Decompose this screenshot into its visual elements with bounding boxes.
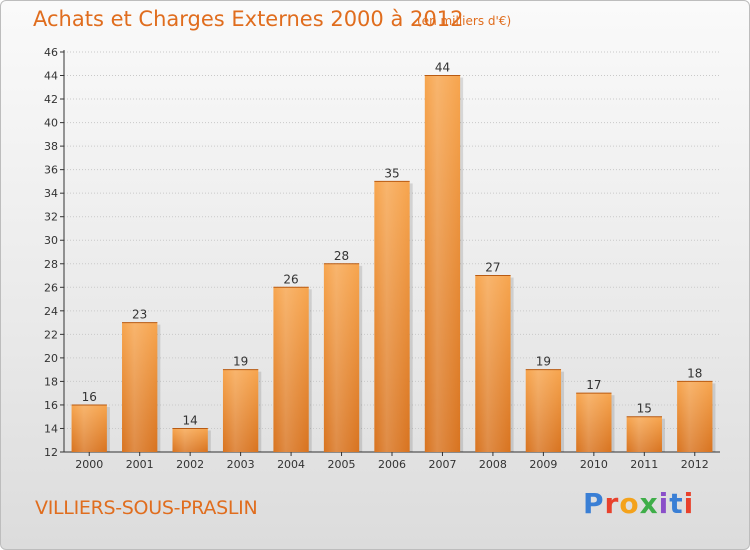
bar-group-2005 — [323, 263, 363, 452]
bar-group-2009 — [525, 369, 565, 452]
x-tick-label: 2008 — [479, 458, 507, 471]
y-tick-label: 20 — [44, 352, 58, 365]
data-label: 27 — [485, 261, 500, 275]
logo-letter: P — [583, 487, 605, 520]
y-tick-label: 28 — [44, 258, 58, 271]
y-tick-label: 32 — [44, 211, 58, 224]
bar-shine — [626, 416, 662, 452]
y-tick-label: 14 — [44, 422, 58, 435]
y-tick-label: 30 — [44, 234, 58, 247]
data-label: 15 — [637, 402, 652, 416]
bar-group-2003 — [222, 369, 262, 452]
commune-name: VILLIERS-SOUS-PRASLIN — [35, 497, 258, 519]
logo-letter: i — [683, 487, 695, 520]
x-tick-label: 2001 — [126, 458, 154, 471]
bar-shine — [525, 369, 562, 452]
proxiti-logo: Proxiti — [583, 487, 694, 520]
data-label: 14 — [183, 413, 198, 427]
x-tick-label: 2010 — [580, 458, 608, 471]
x-tick-label: 2012 — [681, 458, 709, 471]
data-label: 16 — [82, 390, 97, 404]
y-tick-label: 36 — [44, 164, 58, 177]
bar-group-2002 — [172, 427, 211, 452]
data-label: 19 — [233, 355, 248, 369]
bar-shine — [374, 181, 410, 453]
bar-group-2010 — [576, 392, 615, 452]
data-label: 35 — [384, 166, 399, 180]
logo-letter: o — [619, 487, 640, 520]
y-tick-label: 16 — [44, 399, 58, 412]
bar-shine — [273, 287, 309, 452]
bar-shine — [677, 381, 713, 452]
bar-shine — [475, 275, 511, 452]
x-tick-label: 2002 — [176, 458, 204, 471]
logo-letter: t — [669, 487, 684, 520]
data-label: 26 — [283, 272, 298, 286]
bar-shine — [71, 404, 107, 452]
bar-group-2008 — [475, 275, 514, 452]
bar-group-2012 — [677, 380, 716, 452]
x-tick-label: 2000 — [75, 458, 103, 471]
data-label: 19 — [536, 355, 551, 369]
bar-group-2007 — [424, 75, 464, 452]
x-tick-label: 2007 — [428, 458, 456, 471]
x-tick-label: 2004 — [277, 458, 305, 471]
y-tick-label: 42 — [44, 93, 58, 106]
y-tick-label: 26 — [44, 281, 58, 294]
chart-title: Achats et Charges Externes 2000 à 2012 — [33, 7, 464, 31]
y-tick-label: 46 — [44, 46, 58, 59]
bar-shine — [323, 263, 360, 452]
x-tick-label: 2006 — [378, 458, 406, 471]
bars — [71, 75, 716, 453]
bar-group-2004 — [273, 286, 312, 452]
y-tick-label: 38 — [44, 140, 58, 153]
bar-shine — [424, 75, 461, 452]
x-tick-label: 2011 — [630, 458, 658, 471]
y-tick-label: 34 — [44, 187, 58, 200]
chart-unit-subtitle: (en milliers d'€) — [417, 14, 512, 28]
logo-letter: r — [604, 487, 620, 520]
bar-shine — [222, 369, 259, 452]
data-label: 18 — [687, 366, 702, 380]
bar-group-2006 — [374, 180, 413, 453]
y-tick-label: 44 — [44, 70, 58, 83]
bar-shine — [122, 322, 158, 452]
y-tick-label: 18 — [44, 375, 58, 388]
data-label: 44 — [435, 61, 450, 75]
bar-group-2011 — [626, 416, 665, 452]
data-label: 28 — [334, 249, 349, 263]
x-tick-label: 2005 — [328, 458, 356, 471]
bar-group-2001 — [122, 322, 161, 452]
data-label: 17 — [586, 378, 601, 392]
bar-shine — [172, 428, 208, 452]
y-tick-label: 24 — [44, 305, 58, 318]
data-label: 23 — [132, 308, 147, 322]
bar-group-2000 — [71, 404, 110, 452]
y-tick-label: 12 — [44, 446, 58, 459]
logo-letter: x — [639, 487, 659, 520]
x-tick-label: 2003 — [227, 458, 255, 471]
labels: 12 14 16 18 20 22 24 26 28 30 32 34 36 38 40 42 44 46 16 20… — [44, 46, 709, 471]
bar-shine — [576, 393, 612, 452]
y-tick-label: 22 — [44, 328, 58, 341]
logo-letter: i — [658, 487, 670, 520]
y-tick-label: 40 — [44, 117, 58, 130]
x-tick-label: 2009 — [529, 458, 557, 471]
